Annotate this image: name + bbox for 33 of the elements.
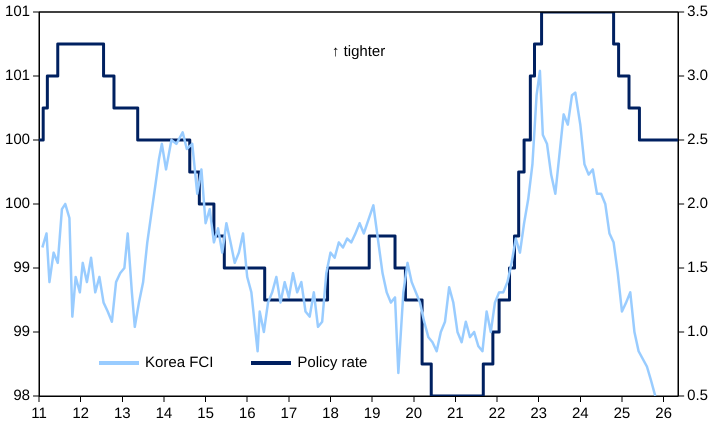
- y2-tick-label: 2.5: [687, 131, 708, 148]
- x-tick-label: 26: [655, 405, 672, 422]
- y2-tick-label: 2.0: [687, 195, 708, 212]
- y2-tick-label: 1.5: [687, 259, 708, 276]
- x-tick-label: 17: [280, 405, 298, 422]
- y2-tick-label: 3.5: [687, 3, 708, 20]
- y-tick-label: 101: [4, 67, 30, 84]
- x-tick-label: 13: [114, 405, 131, 422]
- y2-tick-label: 1.0: [687, 323, 708, 340]
- y-tick-label: 99: [13, 323, 30, 340]
- x-tick-label: 21: [447, 405, 464, 422]
- annotation: ↑ tighter: [332, 43, 386, 60]
- x-tick-label: 25: [614, 405, 630, 422]
- x-tick-label: 16: [238, 405, 256, 422]
- y-tick-label: 100: [4, 195, 30, 212]
- x-tick-label: 24: [572, 405, 589, 422]
- y-tick-label: 101: [4, 3, 30, 20]
- y2-tick-label: 0.5: [687, 387, 708, 404]
- y-tick-label: 98: [13, 387, 30, 404]
- x-tick-label: 19: [364, 405, 380, 422]
- x-tick-label: 20: [405, 405, 422, 422]
- x-tick-label: 14: [156, 405, 172, 422]
- x-tick-label: 22: [488, 405, 506, 422]
- x-tick-label: 11: [31, 405, 47, 422]
- y-tick-label: 99: [13, 259, 30, 276]
- x-tick-label: 15: [197, 405, 214, 422]
- legend-label: Korea FCI: [145, 354, 214, 371]
- legend-label: Policy rate: [297, 354, 368, 371]
- y2-tick-label: 3.0: [687, 67, 708, 84]
- x-tick-label: 23: [530, 405, 548, 422]
- x-tick-label: 18: [322, 405, 339, 422]
- y-tick-label: 100: [4, 131, 30, 148]
- x-tick-label: 12: [72, 405, 90, 422]
